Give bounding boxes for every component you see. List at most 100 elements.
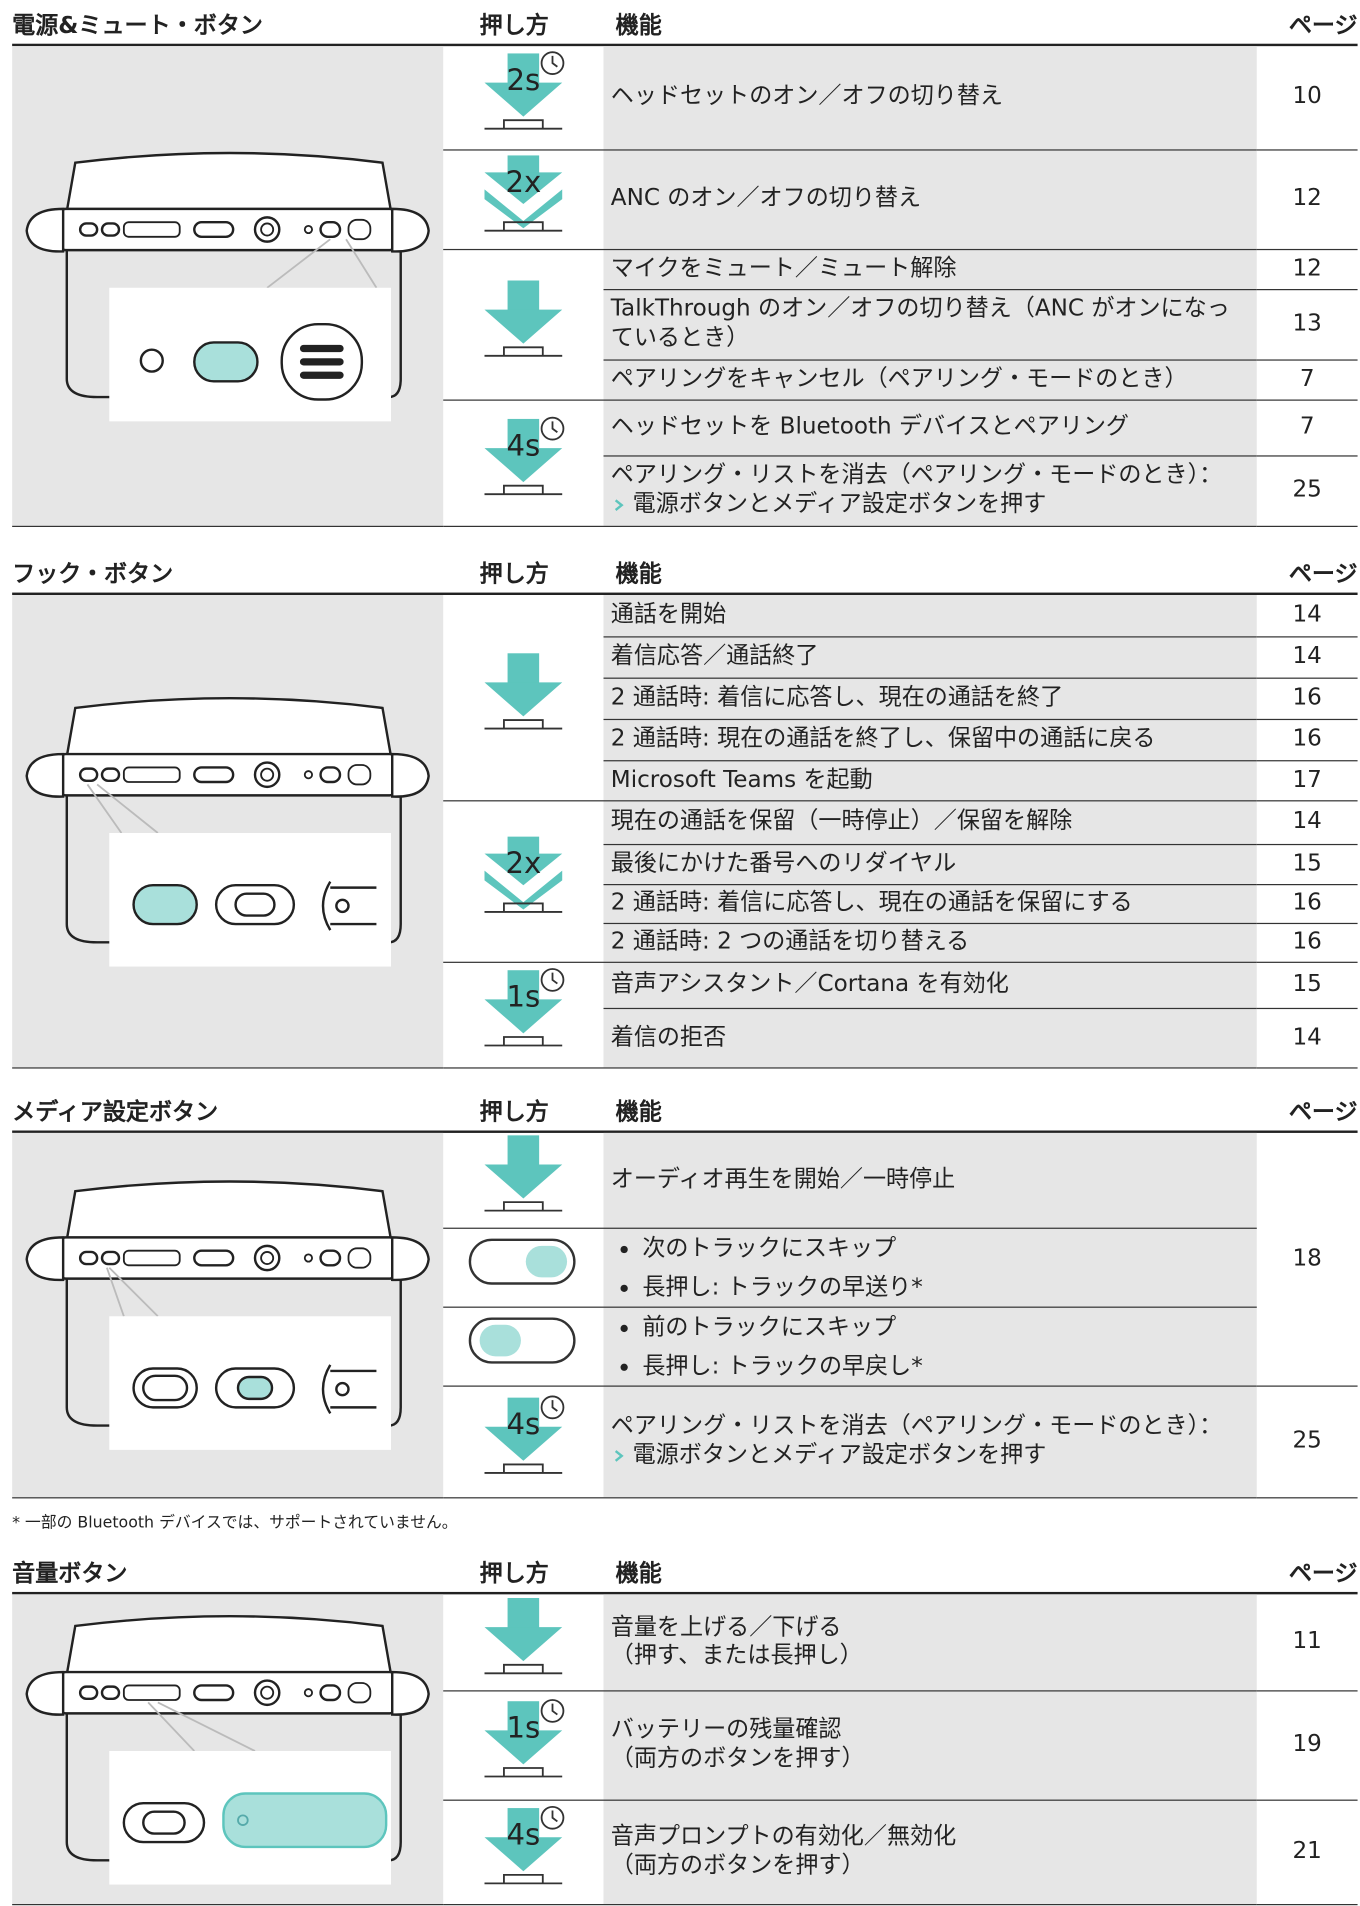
press-label: 1s (506, 980, 540, 1014)
press-cell: 2s (443, 46, 603, 149)
headset-illustration (25, 696, 430, 967)
function-table: 音量を上げる／下げる （押す、または長押し） 11 1s バッテリーの残量確認 （両方のボ… (12, 1594, 1358, 1905)
function-cell: マイクをミュート／ミュート解除 (603, 248, 1257, 289)
illustration-cell (12, 595, 444, 1068)
press-label: 4s (506, 1817, 540, 1851)
section: 音量ボタン 押し方 機能 ページ 音量を上げる／下げる （押す、または長押し） 11 1s バ… (12, 1558, 1358, 1905)
page-cell: 25 (1256, 1384, 1358, 1498)
press-cell: 1s (443, 961, 604, 1068)
function-cell: 現在の通話を保留（一時停止）／保留を解除 (603, 799, 1257, 844)
slide-icon (468, 1317, 576, 1364)
page-number: 14 (1292, 642, 1322, 670)
function-text: 通話を開始 (610, 600, 727, 628)
illustration-cell (12, 1132, 444, 1498)
page-number: 12 (1292, 254, 1322, 282)
function-table: 2s ヘッドセットのオン／オフの切り替え 10 2x ANC のオン／オフの切り替え 12… (12, 46, 1358, 527)
footnote: * 一部の Bluetooth デバイスでは、サポートされていません。 (12, 1514, 458, 1533)
page-cell: 25 (1256, 454, 1358, 526)
step-text: 電源ボタンとメディア設定ボタンを押す (632, 490, 1047, 518)
section: フック・ボタン 押し方 機能 ページ 通話を開始 14 着信応答／通話終了 14 2 通話時:… (12, 559, 1358, 1068)
page-cell: 14 (1256, 799, 1358, 844)
function-cell: 最後にかけた番号へのリダイヤル (603, 843, 1257, 884)
function-text: 音声アシスタント／Cortana を有効化 (610, 970, 1009, 998)
function-text: ペアリング・リストを消去（ペアリング・モードのとき）： (610, 1412, 1223, 1440)
press-icon: 4s (484, 1395, 565, 1474)
page-number: 10 (1292, 83, 1322, 110)
page-cell: 7 (1256, 358, 1358, 400)
section-title: 音量ボタン (12, 1560, 128, 1588)
function-text: TalkThrough のオン／オフの切り替え（ANC がオンになっているとき） (610, 295, 1230, 351)
page-cell: 15 (1256, 961, 1358, 1008)
page-number: 19 (1292, 1730, 1322, 1758)
function-cell: Microsoft Teams を起動 (603, 759, 1257, 801)
press-icon: 4s (484, 416, 565, 495)
step-text: 電源ボタンとメディア設定ボタンを押す (632, 1441, 1047, 1469)
press-cell: 2x (443, 148, 604, 249)
function-cell: 着信の拒否 (603, 1007, 1257, 1068)
page-cell: 10 (1257, 46, 1358, 149)
function-text: ペアリングをキャンセル（ペアリング・モードのとき） (610, 365, 1188, 392)
bullet-item: 長押し: トラックの早送り* (642, 1267, 1249, 1306)
function-text: 音声プロンプトの有効化／無効化 (610, 1822, 957, 1850)
function-cell: 2 通話時: 着信に応答し、現在の通話を終了 (603, 676, 1257, 719)
press-icon: 2s (484, 51, 565, 130)
page-cell: 15 (1256, 843, 1358, 884)
page-number: 16 (1292, 725, 1322, 752)
page-cell: 12 (1256, 148, 1358, 249)
bullet-item: 次のトラックにスキップ (642, 1228, 1249, 1267)
page-cell: 14 (1257, 595, 1358, 636)
page-number: 15 (1292, 849, 1322, 877)
column-header: 機能 (615, 12, 662, 39)
function-text: 着信の拒否 (610, 1023, 727, 1050)
function-cell: バッテリーの残量確認 （両方のボタンを押す） (603, 1689, 1257, 1800)
page-number: 17 (1292, 765, 1322, 793)
column-header: 押し方 (479, 1560, 549, 1588)
page-number: 13 (1292, 309, 1322, 337)
press-label: 4s (506, 428, 540, 462)
press-cell: 4s (443, 398, 604, 526)
function-table: 通話を開始 14 着信応答／通話終了 14 2 通話時: 着信に応答し、現在の通話を終了… (12, 595, 1358, 1068)
press-cell: 4s (443, 1798, 604, 1904)
column-header: 機能 (615, 1098, 662, 1126)
page-cell: 14 (1256, 1007, 1358, 1068)
function-cell: 2 通話時: 着信に応答し、現在の通話を保留にする (603, 883, 1257, 923)
column-header: 押し方 (479, 561, 549, 588)
step-marker (614, 499, 624, 511)
press-icon: 1s (484, 968, 565, 1047)
page-number: 15 (1292, 970, 1322, 998)
press-cell (443, 248, 604, 400)
slide-icon (468, 1238, 576, 1285)
illustration-cell (12, 46, 444, 526)
page-number: 16 (1292, 927, 1322, 955)
step-marker (614, 1449, 624, 1462)
bullet-item: 前のトラックにスキップ (642, 1307, 1249, 1346)
page-number: 14 (1292, 807, 1322, 835)
section-header: 電源&ミュート・ボタン 押し方 機能 ページ (12, 10, 1358, 47)
function-cell: 通話を開始 (603, 595, 1257, 637)
page-cell: 16 (1256, 676, 1358, 719)
press-label: 2s (506, 63, 540, 97)
press-label: 2x (505, 846, 541, 880)
press-icon (484, 653, 563, 730)
page-number: 25 (1292, 1426, 1322, 1454)
function-text: バッテリーの残量確認 (610, 1716, 842, 1743)
column-header: ページ (1288, 1560, 1358, 1588)
press-label: 1s (506, 1710, 540, 1744)
function-text: ペアリング・リストを消去（ペアリング・モードのとき）： (610, 461, 1223, 489)
page-number: 7 (1299, 413, 1315, 440)
press-cell (443, 1305, 604, 1386)
page-cell: 16 (1256, 883, 1358, 923)
function-text: Microsoft Teams を起動 (610, 765, 873, 793)
press-icon (484, 280, 563, 357)
column-header: ページ (1288, 12, 1358, 39)
press-cell (443, 595, 603, 800)
function-text: マイクをミュート／ミュート解除 (610, 254, 957, 282)
column-header: 押し方 (479, 1098, 549, 1126)
bullet-list: 前のトラックにスキップ長押し: トラックの早戻し* (611, 1307, 1250, 1385)
page-number: 7 (1299, 365, 1315, 392)
press-cell: 2x (443, 799, 604, 962)
press-cell (443, 1227, 604, 1307)
press-icon: 4s (484, 1805, 565, 1884)
column-header: 機能 (615, 561, 662, 588)
function-cell: 次のトラックにスキップ長押し: トラックの早送り* (603, 1227, 1257, 1307)
